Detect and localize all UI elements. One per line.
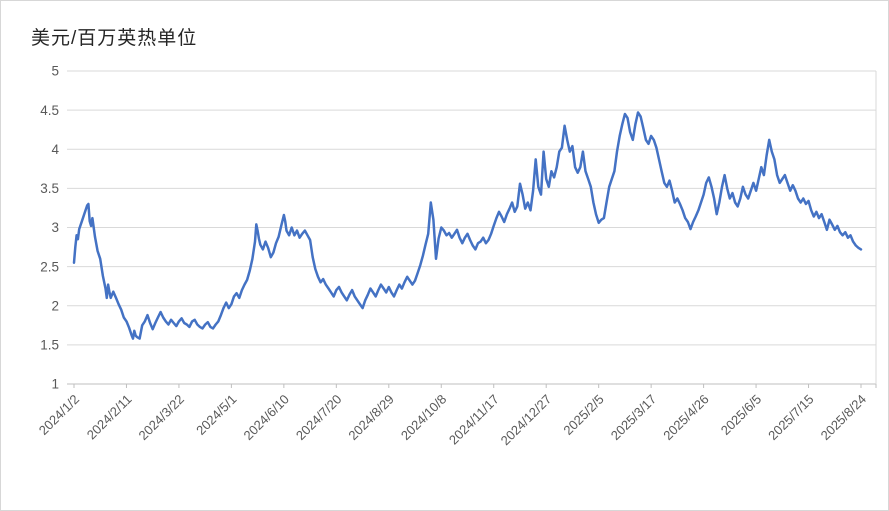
x-tick-label: 2024/2/11: [84, 392, 135, 443]
x-tick-label: 2024/1/2: [36, 392, 82, 438]
x-tick-label: 2024/7/20: [293, 392, 345, 444]
x-tick-label: 2024/11/17: [446, 392, 502, 448]
x-axis: [73, 384, 877, 388]
x-tick-label: 2025/8/24: [818, 392, 870, 444]
x-axis-labels: 2024/1/2 2024/2/11 2024/3/22 2024/5/1 2024/6…: [36, 392, 869, 449]
y-tick-label: 5: [51, 64, 59, 79]
x-tick-label: 2024/6/10: [240, 392, 292, 444]
y-tick-label: 2.5: [40, 259, 59, 274]
y-tick-label: 3: [51, 220, 59, 235]
x-tick-label: 2025/7/15: [765, 392, 817, 444]
chart-title: 美元/百万英热单位: [31, 28, 198, 49]
y-tick-label: 2: [51, 298, 59, 313]
price-line-series: [72, 111, 863, 340]
x-tick-label: 2025/4/26: [660, 392, 712, 444]
y-tick-label: 1.5: [40, 338, 59, 353]
x-tick-label: 2024/3/22: [136, 392, 188, 444]
x-tick-label: 2025/3/17: [608, 392, 660, 444]
y-axis-labels: 5 4.5 4 3.5 3 2.5 2 1.5 1: [40, 64, 59, 392]
y-tick-label: 1: [51, 377, 59, 392]
x-tick-label: 2025/6/5: [718, 392, 764, 438]
x-tick-label: 2024/5/1: [193, 392, 239, 438]
y-tick-label: 4: [51, 142, 59, 157]
gridlines: [67, 70, 877, 385]
x-tick-label: 2024/10/8: [398, 392, 450, 444]
y-tick-label: 3.5: [40, 181, 59, 196]
x-tick-label: 2024/8/29: [345, 392, 397, 444]
x-tick-label: 2025/2/5: [560, 392, 606, 438]
y-tick-label: 4.5: [40, 103, 59, 118]
x-tick-label: 2024/12/27: [498, 392, 555, 449]
